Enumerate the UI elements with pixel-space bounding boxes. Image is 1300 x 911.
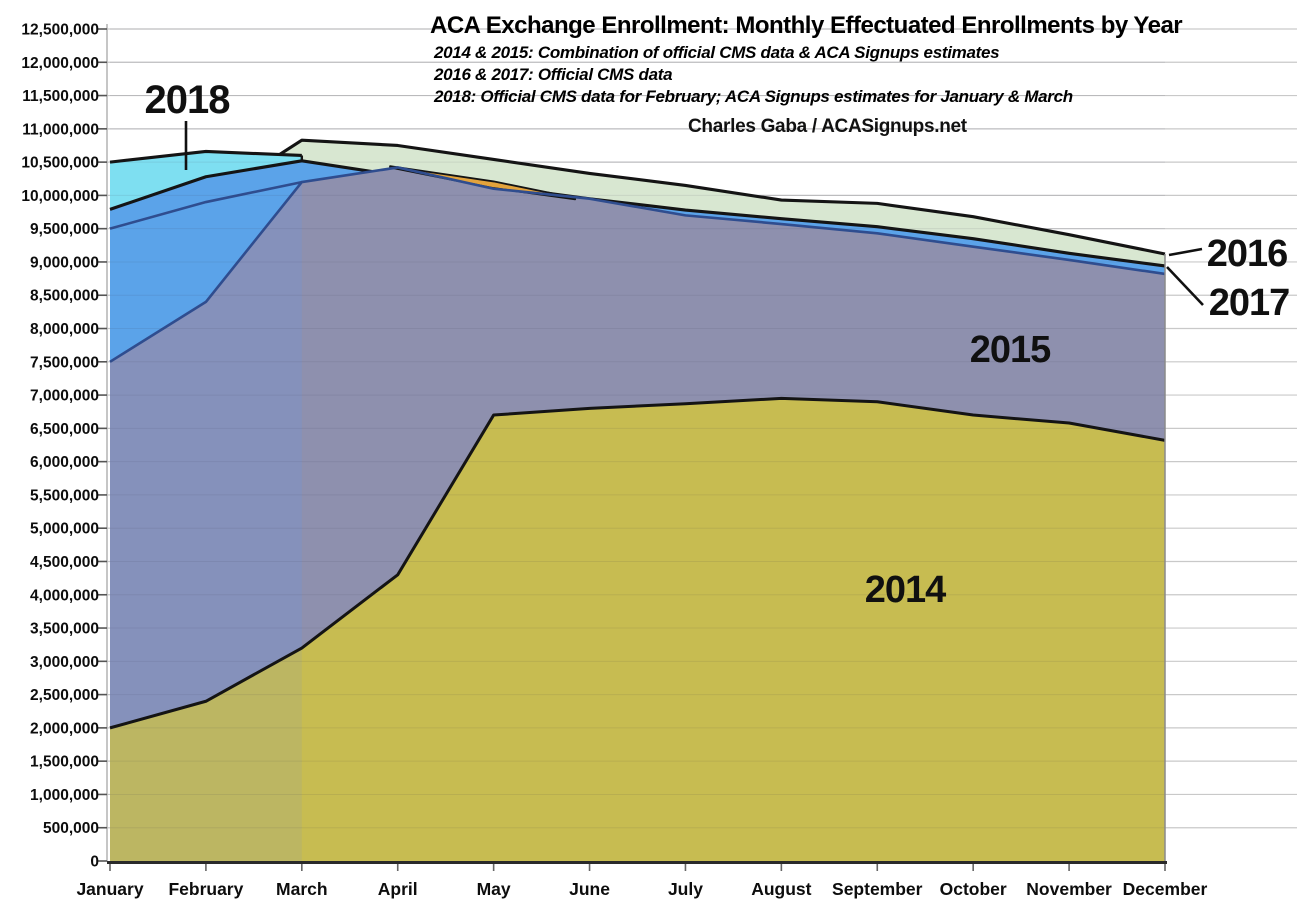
line-2015	[109, 166, 1166, 363]
line-2017	[109, 159, 1166, 268]
year-label-2016: 2016	[1207, 233, 1288, 275]
year-label-2018: 2018	[145, 78, 231, 122]
partial-line-2016	[109, 180, 303, 230]
x-axis-label: August	[751, 879, 811, 899]
chart-subtitle-1: 2014 & 2015: Combination of official CMS…	[434, 43, 1000, 62]
y-axis-label: 0	[90, 854, 99, 871]
y-axis-label: 10,500,000	[21, 155, 99, 172]
x-axis-label: February	[168, 879, 243, 899]
y-axis-label: 4,000,000	[30, 587, 99, 604]
x-axis-label: October	[940, 879, 1007, 899]
x-axis-label: July	[668, 879, 703, 899]
y-axis-label: 7,500,000	[30, 354, 99, 371]
y-axis-label: 5,500,000	[30, 487, 99, 504]
y-axis-label: 7,000,000	[30, 388, 99, 405]
x-axis-label: November	[1026, 879, 1112, 899]
chart-title: ACA Exchange Enrollment: Monthly Effectu…	[430, 12, 1183, 39]
y-axis-label: 500,000	[43, 820, 99, 837]
chart-subtitle-3: 2018: Official CMS data for February; AC…	[434, 87, 1073, 106]
x-axis-label: September	[832, 879, 923, 899]
leader-line-2016	[1168, 247, 1203, 257]
y-axis-label: 2,500,000	[30, 687, 99, 704]
y-axis-label: 11,500,000	[22, 88, 99, 105]
y-axis-label: 9,500,000	[30, 221, 99, 238]
x-axis-label: May	[477, 879, 511, 899]
y-axis-label: 8,500,000	[30, 288, 99, 305]
y-axis-label: 10,000,000	[21, 188, 99, 205]
line-2014	[109, 396, 1166, 730]
x-axis-label: June	[569, 879, 610, 899]
year-label-2015: 2015	[970, 329, 1051, 371]
y-axis-label: 1,000,000	[30, 787, 99, 804]
y-axis-label: 3,500,000	[30, 621, 99, 638]
y-axis-label: 4,500,000	[30, 554, 99, 571]
x-axis-label: March	[276, 879, 328, 899]
x-axis-label: April	[378, 879, 418, 899]
y-axis-label: 8,000,000	[30, 321, 99, 338]
y-axis-label: 6,000,000	[30, 454, 99, 471]
area-2014	[110, 398, 1165, 861]
line-2016	[109, 138, 1166, 256]
y-axis-label: 6,500,000	[30, 421, 99, 438]
x-axis-label: December	[1123, 879, 1208, 899]
y-axis-label: 1,500,000	[30, 754, 99, 771]
y-axis-label: 3,000,000	[30, 654, 99, 671]
y-axis-label: 9,000,000	[30, 254, 99, 271]
line-2018	[109, 149, 302, 164]
y-axis-label: 2,000,000	[30, 720, 99, 737]
y-axis-label: 12,000,000	[21, 55, 99, 72]
chart-credit: Charles Gaba / ACASignups.net	[688, 116, 967, 137]
chart-subtitle-2: 2016 & 2017: Official CMS data	[434, 65, 673, 84]
y-axis-label: 11,000,000	[22, 121, 99, 138]
x-axis-label: January	[76, 879, 143, 899]
tint-2014-jan-mar	[110, 648, 302, 861]
y-axis-label: 5,000,000	[30, 521, 99, 538]
y-axis-label: 12,500,000	[21, 22, 99, 39]
year-label-2017: 2017	[1209, 282, 1290, 324]
tint-2015-jan-mar	[110, 182, 302, 728]
year-label-2014: 2014	[865, 569, 946, 611]
leader-line-2017	[1166, 266, 1204, 306]
